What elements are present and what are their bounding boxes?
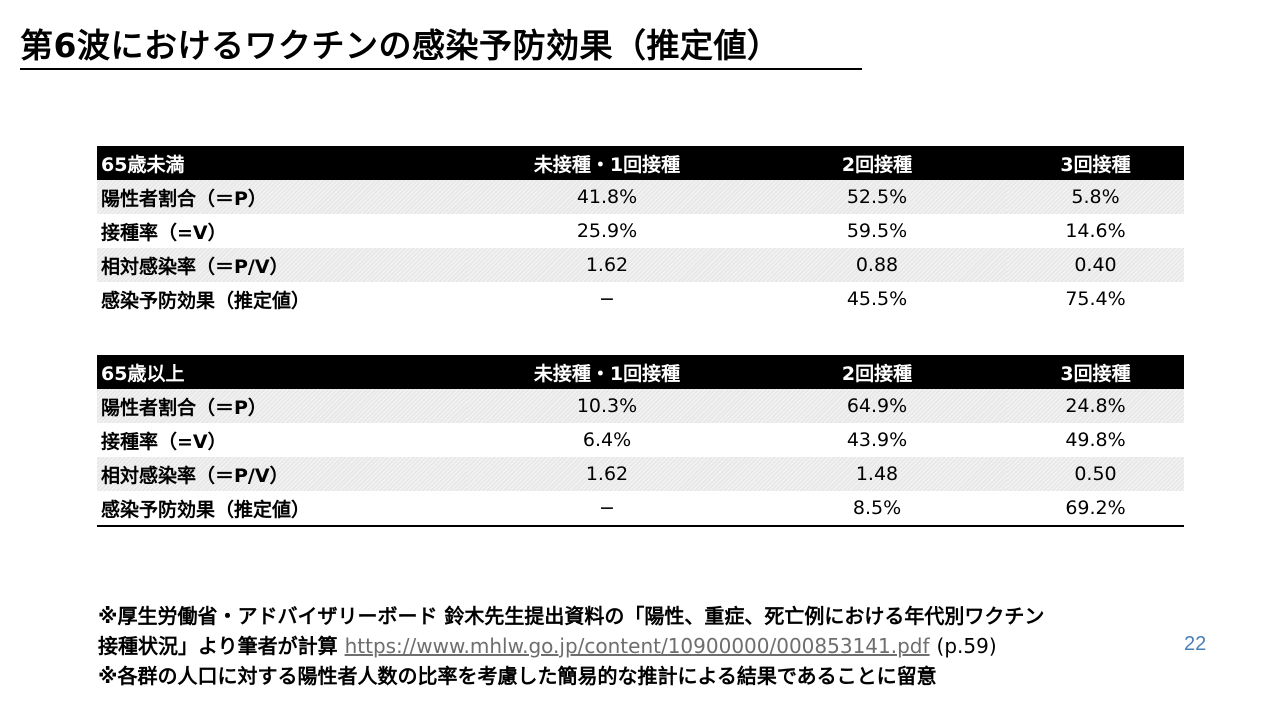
- table-row: 感染予防効果（推定値） − 45.5% 75.4%: [97, 282, 1184, 316]
- cell-value: 43.9%: [747, 423, 1007, 457]
- cell-value: 24.8%: [1007, 389, 1184, 423]
- cell-value: −: [467, 491, 747, 526]
- footnote-source: ※厚生労働省・アドバイザリーボード 鈴木先生提出資料の「陽性、重症、死亡例におけ…: [98, 604, 1045, 628]
- table-row: 感染予防効果（推定値） − 8.5% 69.2%: [97, 491, 1184, 526]
- table-row: 陽性者割合（＝P） 10.3% 64.9% 24.8%: [97, 389, 1184, 423]
- table-row: 相対感染率（＝P/V） 1.62 1.48 0.50: [97, 457, 1184, 491]
- row-label: 感染予防効果（推定値）: [97, 282, 467, 316]
- cell-value: 10.3%: [467, 389, 747, 423]
- table-row: 接種率（=V） 25.9% 59.5% 14.6%: [97, 214, 1184, 248]
- group-label: 65歳以上: [97, 355, 467, 389]
- footnote-caveat: ※各群の人口に対する陽性者人数の比率を考慮した簡易的な推計による結果であることに…: [98, 664, 937, 688]
- title-underline: [20, 68, 862, 70]
- cell-value: 0.50: [1007, 457, 1184, 491]
- vaccine-table-65-plus: 65歳以上 未接種・1回接種 2回接種 3回接種 陽性者割合（＝P） 10.3%…: [97, 355, 1184, 527]
- cell-value: 64.9%: [747, 389, 1007, 423]
- source-link[interactable]: https://www.mhlw.go.jp/content/10900000/…: [344, 634, 930, 658]
- cell-value: 25.9%: [467, 214, 747, 248]
- cell-value: 45.5%: [747, 282, 1007, 316]
- cell-value: 6.4%: [467, 423, 747, 457]
- cell-value: −: [467, 282, 747, 316]
- vaccine-table-under-65: 65歳未満 未接種・1回接種 2回接種 3回接種 陽性者割合（＝P） 41.8%…: [97, 146, 1184, 316]
- row-label: 接種率（=V）: [97, 423, 467, 457]
- table-row: 陽性者割合（＝P） 41.8% 52.5% 5.8%: [97, 180, 1184, 214]
- row-label: 感染予防効果（推定値）: [97, 491, 467, 526]
- group-label: 65歳未満: [97, 146, 467, 180]
- table-row: 接種率（=V） 6.4% 43.9% 49.8%: [97, 423, 1184, 457]
- table-header-row: 65歳未満 未接種・1回接種 2回接種 3回接種: [97, 146, 1184, 180]
- row-label: 接種率（=V）: [97, 214, 467, 248]
- column-header: 未接種・1回接種: [467, 355, 747, 389]
- column-header: 2回接種: [747, 355, 1007, 389]
- table-row: 相対感染率（＝P/V） 1.62 0.88 0.40: [97, 248, 1184, 282]
- row-label: 相対感染率（＝P/V）: [97, 248, 467, 282]
- cell-value: 5.8%: [1007, 180, 1184, 214]
- cell-value: 52.5%: [747, 180, 1007, 214]
- cell-value: 1.62: [467, 457, 747, 491]
- cell-value: 75.4%: [1007, 282, 1184, 316]
- cell-value: 0.88: [747, 248, 1007, 282]
- slide-title: 第6波におけるワクチンの感染予防効果（推定値）: [20, 26, 781, 65]
- cell-value: 0.40: [1007, 248, 1184, 282]
- cell-value: 1.62: [467, 248, 747, 282]
- table-header-row: 65歳以上 未接種・1回接種 2回接種 3回接種: [97, 355, 1184, 389]
- page-number: 22: [1184, 633, 1207, 655]
- cell-value: 49.8%: [1007, 423, 1184, 457]
- cell-value: 1.48: [747, 457, 1007, 491]
- footnote-text: 接種状況」より筆者が計算: [98, 634, 338, 658]
- column-header: 3回接種: [1007, 146, 1184, 180]
- cell-value: 69.2%: [1007, 491, 1184, 526]
- cell-value: 59.5%: [747, 214, 1007, 248]
- row-label: 相対感染率（＝P/V）: [97, 457, 467, 491]
- row-label: 陽性者割合（＝P）: [97, 180, 467, 214]
- cell-value: 8.5%: [747, 491, 1007, 526]
- page-reference: (p.59): [936, 634, 997, 658]
- row-label: 陽性者割合（＝P）: [97, 389, 467, 423]
- column-header: 3回接種: [1007, 355, 1184, 389]
- column-header: 2回接種: [747, 146, 1007, 180]
- footnote-source-cont: 接種状況」より筆者が計算 https://www.mhlw.go.jp/cont…: [98, 631, 997, 661]
- column-header: 未接種・1回接種: [467, 146, 747, 180]
- cell-value: 14.6%: [1007, 214, 1184, 248]
- cell-value: 41.8%: [467, 180, 747, 214]
